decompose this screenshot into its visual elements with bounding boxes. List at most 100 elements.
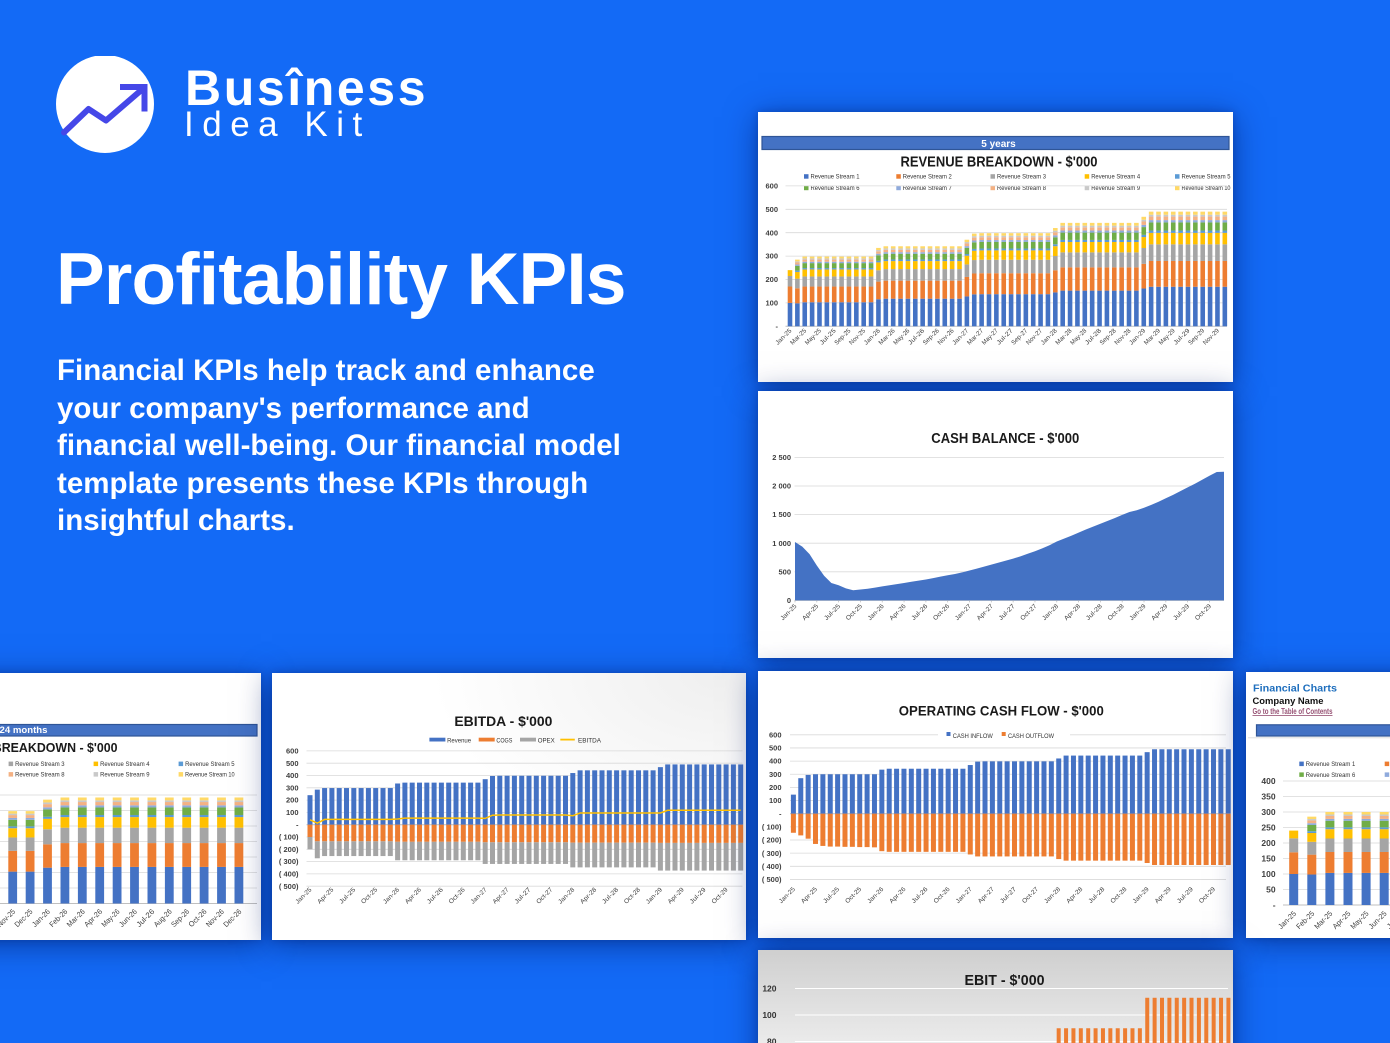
svg-text:Revenue Stream 1: Revenue Stream 1 [1306, 761, 1356, 768]
svg-text:300: 300 [769, 770, 782, 779]
svg-text:Oct-27: Oct-27 [1019, 603, 1038, 622]
svg-text:200: 200 [286, 796, 299, 805]
svg-text:Jan-26: Jan-26 [866, 886, 885, 905]
svg-text:Revenue Stream 3: Revenue Stream 3 [997, 173, 1046, 180]
svg-text:150: 150 [1261, 854, 1275, 864]
svg-text:Revenue Stream 4: Revenue Stream 4 [100, 761, 150, 768]
svg-text:Jul-29: Jul-29 [1176, 886, 1195, 905]
svg-text:Revenue Stream 6: Revenue Stream 6 [1306, 772, 1356, 779]
svg-text:200: 200 [1261, 838, 1275, 848]
svg-text:Jul-29: Jul-29 [689, 886, 708, 905]
svg-text:Jan-29: Jan-29 [1131, 886, 1150, 905]
svg-text:Jul-28: Jul-28 [1085, 603, 1104, 622]
svg-text:400: 400 [765, 228, 778, 237]
svg-text:REVENUE BREAKDOWN - $'000: REVENUE BREAKDOWN - $'000 [901, 155, 1098, 171]
svg-text:Revenue Stream 10: Revenue Stream 10 [185, 772, 235, 779]
svg-text:5 years: 5 years [981, 139, 1016, 150]
svg-text:Revenue: Revenue [447, 738, 471, 745]
svg-text:500: 500 [778, 567, 791, 576]
svg-text:Jul-25: Jul-25 [822, 886, 841, 905]
svg-text:350: 350 [1261, 792, 1275, 802]
svg-text:Revenue Stream 9: Revenue Stream 9 [1091, 185, 1140, 192]
svg-text:Oct-28: Oct-28 [623, 886, 642, 905]
svg-text:CASH BALANCE - $'000: CASH BALANCE - $'000 [931, 431, 1079, 447]
svg-text:( 500): ( 500) [762, 875, 782, 884]
svg-text:CASH OUTFLOW: CASH OUTFLOW [1008, 733, 1055, 740]
svg-text:Oct-29: Oct-29 [710, 886, 729, 905]
svg-text:Jul-27: Jul-27 [999, 886, 1018, 905]
svg-text:Apr-27: Apr-27 [491, 886, 510, 905]
svg-text:Jan-28: Jan-28 [1041, 603, 1060, 622]
svg-text:COGS: COGS [496, 738, 513, 745]
svg-text:100: 100 [762, 1010, 776, 1020]
svg-text:Jul-28: Jul-28 [1087, 886, 1106, 905]
svg-text:Apr-25: Apr-25 [316, 886, 335, 905]
svg-text:Apr-28: Apr-28 [579, 886, 598, 905]
svg-text:Revenue Stream 2: Revenue Stream 2 [903, 173, 952, 180]
svg-text:1 500: 1 500 [772, 510, 791, 519]
svg-text:Dec-26: Dec-26 [221, 907, 243, 929]
svg-text:2 000: 2 000 [772, 482, 791, 491]
svg-text:Jan-28: Jan-28 [557, 886, 576, 905]
svg-text:Revenue Stream 3: Revenue Stream 3 [15, 761, 65, 768]
svg-text:Jan-26: Jan-26 [30, 907, 52, 929]
svg-text:2 500: 2 500 [772, 453, 791, 462]
svg-text:( 200): ( 200) [762, 836, 782, 845]
svg-text:Sep-26: Sep-26 [169, 907, 191, 929]
svg-text:Apr-25: Apr-25 [801, 603, 820, 622]
svg-text:50: 50 [1266, 885, 1276, 895]
svg-text:Apr-28: Apr-28 [1063, 603, 1082, 622]
svg-text:( 400): ( 400) [279, 870, 299, 879]
svg-text:Nov-26: Nov-26 [204, 907, 226, 929]
svg-text:Revenue Stream 8: Revenue Stream 8 [997, 185, 1046, 192]
svg-text:Mar-26: Mar-26 [65, 907, 87, 929]
svg-text:May-26: May-26 [100, 907, 122, 929]
svg-text:EBITDA: EBITDA [578, 738, 602, 745]
svg-text:Apr-25: Apr-25 [800, 886, 819, 905]
svg-text:-: - [1273, 900, 1276, 910]
svg-text:Oct-26: Oct-26 [187, 907, 209, 929]
svg-text:Jan-29: Jan-29 [1128, 603, 1147, 622]
svg-text:Jan-27: Jan-27 [955, 886, 974, 905]
svg-text:Jul-26: Jul-26 [426, 886, 445, 905]
svg-text:Revenue Stream 4: Revenue Stream 4 [1091, 173, 1140, 180]
svg-text:Apr-29: Apr-29 [667, 886, 686, 905]
svg-text:Feb-25: Feb-25 [1294, 909, 1316, 931]
svg-text:Jul-27: Jul-27 [997, 603, 1016, 622]
svg-text:( 400): ( 400) [762, 862, 782, 871]
svg-text:Apr-27: Apr-27 [976, 603, 995, 622]
svg-text:Financial Charts: Financial Charts [1253, 683, 1337, 695]
svg-text:Revenue Stream 7: Revenue Stream 7 [903, 185, 952, 192]
svg-text:600: 600 [286, 747, 299, 756]
svg-text:Revenue Stream 6: Revenue Stream 6 [811, 185, 860, 192]
svg-text:Oct-26: Oct-26 [932, 603, 951, 622]
svg-text:Apr-27: Apr-27 [977, 886, 996, 905]
svg-text:200: 200 [765, 275, 778, 284]
svg-text:Jun-25: Jun-25 [1367, 909, 1389, 931]
svg-text:Jul-26: Jul-26 [910, 886, 929, 905]
svg-text:200: 200 [769, 783, 782, 792]
svg-text:EBITDA - $'000: EBITDA - $'000 [454, 713, 552, 729]
svg-text:Apr-26: Apr-26 [404, 886, 423, 905]
svg-text:400: 400 [769, 757, 782, 766]
svg-text:Jun-26: Jun-26 [117, 907, 139, 929]
svg-text:Oct-29: Oct-29 [1194, 603, 1213, 622]
svg-text:-: - [776, 322, 779, 331]
svg-text:( 100): ( 100) [279, 833, 299, 842]
svg-text:Oct-28: Oct-28 [1107, 603, 1126, 622]
svg-text:Jan-26: Jan-26 [867, 603, 886, 622]
svg-text:Revenue Stream 5: Revenue Stream 5 [1182, 173, 1231, 180]
svg-text:500: 500 [286, 759, 299, 768]
svg-text:Oct-26: Oct-26 [448, 886, 467, 905]
svg-text:Apr-29: Apr-29 [1154, 886, 1173, 905]
svg-text:Apr-26: Apr-26 [888, 886, 907, 905]
svg-text:300: 300 [765, 252, 778, 261]
svg-text:-: - [779, 809, 782, 818]
svg-text:100: 100 [1261, 869, 1275, 879]
svg-text:-: - [296, 820, 299, 829]
svg-text:( 100): ( 100) [762, 822, 782, 831]
svg-text:( 300): ( 300) [279, 857, 299, 866]
svg-text:500: 500 [765, 205, 778, 214]
svg-text:Go to the Table of Contents: Go to the Table of Contents [1253, 707, 1333, 716]
svg-text:( 300): ( 300) [762, 849, 782, 858]
